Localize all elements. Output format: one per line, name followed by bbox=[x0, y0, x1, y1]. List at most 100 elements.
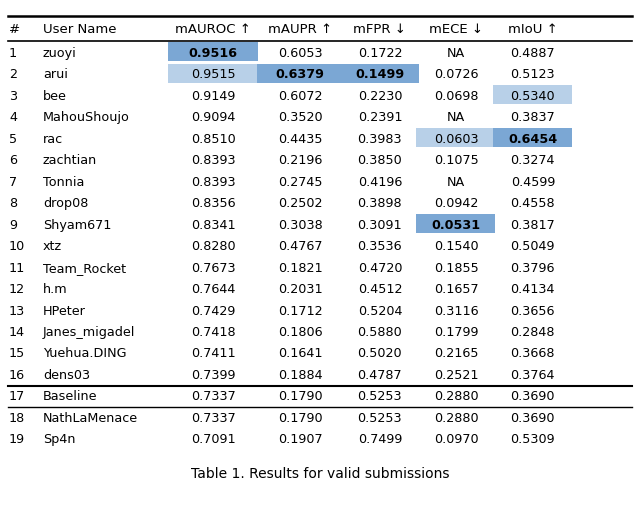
Text: 0.1907: 0.1907 bbox=[278, 433, 323, 446]
Text: 3: 3 bbox=[9, 90, 17, 103]
Text: 0.4599: 0.4599 bbox=[511, 176, 555, 189]
Text: NA: NA bbox=[447, 47, 465, 60]
Text: Janes_migadel: Janes_migadel bbox=[43, 326, 135, 339]
Text: 0.2502: 0.2502 bbox=[278, 197, 323, 210]
Text: Team_Rocket: Team_Rocket bbox=[43, 262, 126, 275]
Text: 0.7411: 0.7411 bbox=[191, 347, 236, 360]
Text: mAUPR ↑: mAUPR ↑ bbox=[268, 23, 332, 36]
Text: 0.1540: 0.1540 bbox=[434, 240, 479, 253]
Text: 0.5253: 0.5253 bbox=[358, 412, 402, 425]
FancyBboxPatch shape bbox=[493, 85, 572, 105]
Text: mFPR ↓: mFPR ↓ bbox=[353, 23, 406, 36]
Text: 0.3690: 0.3690 bbox=[511, 391, 555, 404]
Text: 0.3898: 0.3898 bbox=[358, 197, 402, 210]
FancyBboxPatch shape bbox=[493, 128, 572, 147]
Text: 0.5204: 0.5204 bbox=[358, 305, 402, 318]
Text: bee: bee bbox=[43, 90, 67, 103]
Text: 1: 1 bbox=[9, 47, 17, 60]
Text: 0.3850: 0.3850 bbox=[358, 154, 403, 167]
Text: 0.2848: 0.2848 bbox=[511, 326, 555, 339]
Text: 4: 4 bbox=[9, 111, 17, 124]
Text: 0.5340: 0.5340 bbox=[511, 90, 555, 103]
Text: 0.6379: 0.6379 bbox=[276, 69, 324, 82]
Text: 0.7499: 0.7499 bbox=[358, 433, 402, 446]
Text: rac: rac bbox=[43, 133, 63, 146]
Text: 9: 9 bbox=[9, 219, 17, 232]
Text: NA: NA bbox=[447, 111, 465, 124]
Text: arui: arui bbox=[43, 69, 68, 82]
Text: 0.0726: 0.0726 bbox=[434, 69, 479, 82]
Text: 17: 17 bbox=[9, 391, 26, 404]
Text: 0.1806: 0.1806 bbox=[278, 326, 323, 339]
Text: 0.7091: 0.7091 bbox=[191, 433, 236, 446]
FancyBboxPatch shape bbox=[340, 64, 419, 83]
Text: 2: 2 bbox=[9, 69, 17, 82]
Text: mECE ↓: mECE ↓ bbox=[429, 23, 483, 36]
Text: Yuehua.DING: Yuehua.DING bbox=[43, 347, 126, 360]
Text: 0.6053: 0.6053 bbox=[278, 47, 323, 60]
Text: 0.4435: 0.4435 bbox=[278, 133, 323, 146]
Text: 0.4134: 0.4134 bbox=[511, 283, 555, 296]
Text: mAUROC ↑: mAUROC ↑ bbox=[175, 23, 252, 36]
Text: 0.0942: 0.0942 bbox=[434, 197, 479, 210]
Text: 0.3764: 0.3764 bbox=[511, 369, 555, 382]
Text: Shyam671: Shyam671 bbox=[43, 219, 111, 232]
Text: xtz: xtz bbox=[43, 240, 62, 253]
Text: 0.0531: 0.0531 bbox=[432, 219, 481, 232]
Text: 0.7337: 0.7337 bbox=[191, 391, 236, 404]
Text: 0.2521: 0.2521 bbox=[434, 369, 479, 382]
Text: 0.5309: 0.5309 bbox=[511, 433, 555, 446]
Text: 0.3520: 0.3520 bbox=[278, 111, 323, 124]
Text: 0.2745: 0.2745 bbox=[278, 176, 323, 189]
Text: mIoU ↑: mIoU ↑ bbox=[508, 23, 557, 36]
Text: 0.1499: 0.1499 bbox=[355, 69, 404, 82]
Text: h.m: h.m bbox=[43, 283, 67, 296]
Text: 0.5020: 0.5020 bbox=[358, 347, 402, 360]
Text: 14: 14 bbox=[9, 326, 25, 339]
Text: 0.4767: 0.4767 bbox=[278, 240, 323, 253]
Text: 0.4512: 0.4512 bbox=[358, 283, 402, 296]
Text: 0.2230: 0.2230 bbox=[358, 90, 402, 103]
Text: 6: 6 bbox=[9, 154, 17, 167]
Text: 0.9515: 0.9515 bbox=[191, 69, 236, 82]
Text: 0.7337: 0.7337 bbox=[191, 412, 236, 425]
Text: 13: 13 bbox=[9, 305, 26, 318]
Text: 16: 16 bbox=[9, 369, 25, 382]
Text: 0.1075: 0.1075 bbox=[434, 154, 479, 167]
Text: 0.9094: 0.9094 bbox=[191, 111, 236, 124]
Text: zachtian: zachtian bbox=[43, 154, 97, 167]
Text: 0.3091: 0.3091 bbox=[358, 219, 402, 232]
Text: 0.6454: 0.6454 bbox=[508, 133, 557, 146]
Text: 0.4720: 0.4720 bbox=[358, 262, 402, 275]
Text: 0.5123: 0.5123 bbox=[511, 69, 555, 82]
Text: 0.7673: 0.7673 bbox=[191, 262, 236, 275]
Text: 0.0603: 0.0603 bbox=[434, 133, 479, 146]
Text: 0.3038: 0.3038 bbox=[278, 219, 323, 232]
Text: 0.8393: 0.8393 bbox=[191, 154, 236, 167]
Text: 0.7399: 0.7399 bbox=[191, 369, 236, 382]
Text: drop08: drop08 bbox=[43, 197, 88, 210]
Text: 0.3837: 0.3837 bbox=[511, 111, 556, 124]
FancyBboxPatch shape bbox=[168, 64, 257, 83]
Text: 0.4196: 0.4196 bbox=[358, 176, 402, 189]
Text: 0.1855: 0.1855 bbox=[434, 262, 479, 275]
Text: 0.3116: 0.3116 bbox=[434, 305, 479, 318]
Text: Table 1. Results for valid submissions: Table 1. Results for valid submissions bbox=[191, 466, 449, 480]
Text: 0.3536: 0.3536 bbox=[358, 240, 402, 253]
Text: HPeter: HPeter bbox=[43, 305, 86, 318]
Text: 0.8280: 0.8280 bbox=[191, 240, 236, 253]
Text: 0.7418: 0.7418 bbox=[191, 326, 236, 339]
Text: 0.1712: 0.1712 bbox=[278, 305, 323, 318]
Text: 7: 7 bbox=[9, 176, 17, 189]
FancyBboxPatch shape bbox=[416, 214, 495, 233]
Text: 0.9516: 0.9516 bbox=[189, 47, 238, 60]
Text: 0.2880: 0.2880 bbox=[434, 391, 479, 404]
Text: 0.0698: 0.0698 bbox=[434, 90, 479, 103]
Text: 0.5253: 0.5253 bbox=[358, 391, 402, 404]
Text: Sp4n: Sp4n bbox=[43, 433, 76, 446]
Text: 10: 10 bbox=[9, 240, 26, 253]
Text: 5: 5 bbox=[9, 133, 17, 146]
Text: zuoyi: zuoyi bbox=[43, 47, 77, 60]
FancyBboxPatch shape bbox=[257, 64, 342, 83]
Text: 0.3796: 0.3796 bbox=[511, 262, 555, 275]
